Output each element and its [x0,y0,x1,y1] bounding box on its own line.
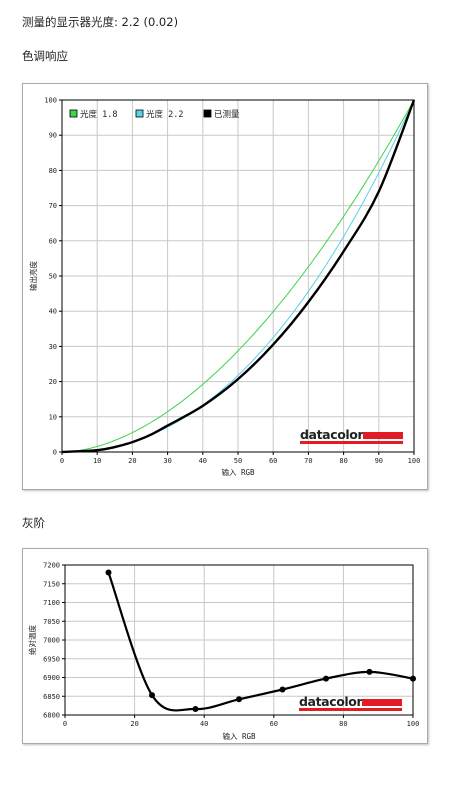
legend-swatch [135,109,144,118]
gamma-value: 2.2 (0.02) [121,15,179,29]
y-tick-label: 20 [49,378,57,386]
y-tick-label: 6850 [43,693,60,701]
logo-underline [299,708,402,711]
x-axis-label: 输入 RGB [221,467,255,477]
logo-bar [362,699,402,706]
tone-response-svg: 0 10 20 30 40 50 60 70 80 90 100 0 10 20 30 40 50 60 70 80 9… [28,97,421,478]
x-tick-label: 20 [128,457,136,465]
series-line-gamma-1 [61,99,415,453]
data-point [279,686,286,693]
gamma-label: 测量的显示器光度: [22,15,118,29]
x-tick-label: 20 [130,720,138,728]
logo-bar [363,432,403,439]
y-tick-label: 6900 [43,674,60,682]
series-line-temperature [107,572,414,712]
data-point [323,675,329,682]
y-tick-label: 7150 [43,580,60,588]
x-tick-label: 60 [270,720,278,728]
x-tick-label: 10 [93,457,101,465]
y-tick-label: 10 [49,413,57,421]
logo-text: datacolor [300,427,364,442]
y-tick-label: 7200 [43,562,60,570]
data-point [366,668,373,675]
gamma-summary: 测量的显示器光度: 2.2 (0.02) [22,14,178,30]
datacolor-logo: datacolor [300,427,403,444]
legend-swatch [69,109,78,118]
y-tick-label: 90 [49,132,57,140]
x-tick-label: 90 [375,457,383,465]
y-tick-label: 6950 [43,655,60,663]
logo-underline [300,441,403,444]
x-tick-label: 100 [407,720,420,728]
y-axis-label: 输出亮度 [28,261,38,291]
x-tick-label: 70 [304,457,312,465]
x-tick-label: 100 [408,457,421,465]
y-tick-label: 0 [53,449,57,457]
x-tick-label: 80 [339,720,347,728]
y-axis-label: 绝对温度 [27,625,37,655]
legend-label: 已测量 [214,110,240,120]
x-tick-label: 40 [199,457,207,465]
y-tick-label: 40 [49,308,57,316]
data-point [410,675,416,682]
y-tick-label: 100 [44,97,57,105]
x-tick-label: 0 [63,720,67,728]
x-tick-label: 50 [234,457,242,465]
y-tick-label: 60 [49,237,57,245]
plot-frame [61,99,415,453]
y-tick-label: 80 [49,167,57,175]
y-tick-label: 6800 [43,712,60,720]
grayscale-heading: 灰阶 [22,516,45,530]
legend-item: 光度 1.8 [69,109,117,120]
data-point [149,692,155,699]
y-tick-label: 7100 [43,599,60,607]
legend-label: 光度 2.2 [146,109,183,120]
legend-swatch [203,109,212,118]
y-tick-label: 50 [49,273,57,281]
x-tick-label: 0 [60,457,64,465]
logo-text: datacolor [299,694,363,709]
y-tick-label: 7000 [43,637,60,645]
data-point [192,706,199,712]
y-tick-label: 7050 [43,618,60,626]
y-tick-label: 30 [49,343,57,351]
tone-response-chart: 0 10 20 30 40 50 60 70 80 90 100 0 10 20 30 40 50 60 70 80 9… [22,83,428,490]
tone-response-heading: 色调响应 [22,49,68,63]
legend-item: 已测量 [203,109,240,120]
grayscale-svg: 0 20 40 60 80 100 6800 6850 6900 6950 7000 7050 7100… [27,562,420,742]
series-line-measured [61,99,416,454]
legend-label: 光度 1.8 [80,109,117,120]
x-tick-label: 80 [339,457,347,465]
datacolor-logo: datacolor [299,694,402,711]
x-axis-label: 输入 RGB [222,731,256,741]
legend-item: 光度 2.2 [135,109,183,120]
data-point [236,696,242,703]
grayscale-chart: 0 20 40 60 80 100 6800 6850 6900 6950 7000 7050 7100… [22,548,428,744]
x-tick-label: 40 [200,720,208,728]
x-tick-label: 30 [163,457,171,465]
y-tick-label: 70 [49,202,57,210]
data-point [105,569,112,576]
plot-frame [64,564,414,716]
x-tick-label: 60 [269,457,277,465]
